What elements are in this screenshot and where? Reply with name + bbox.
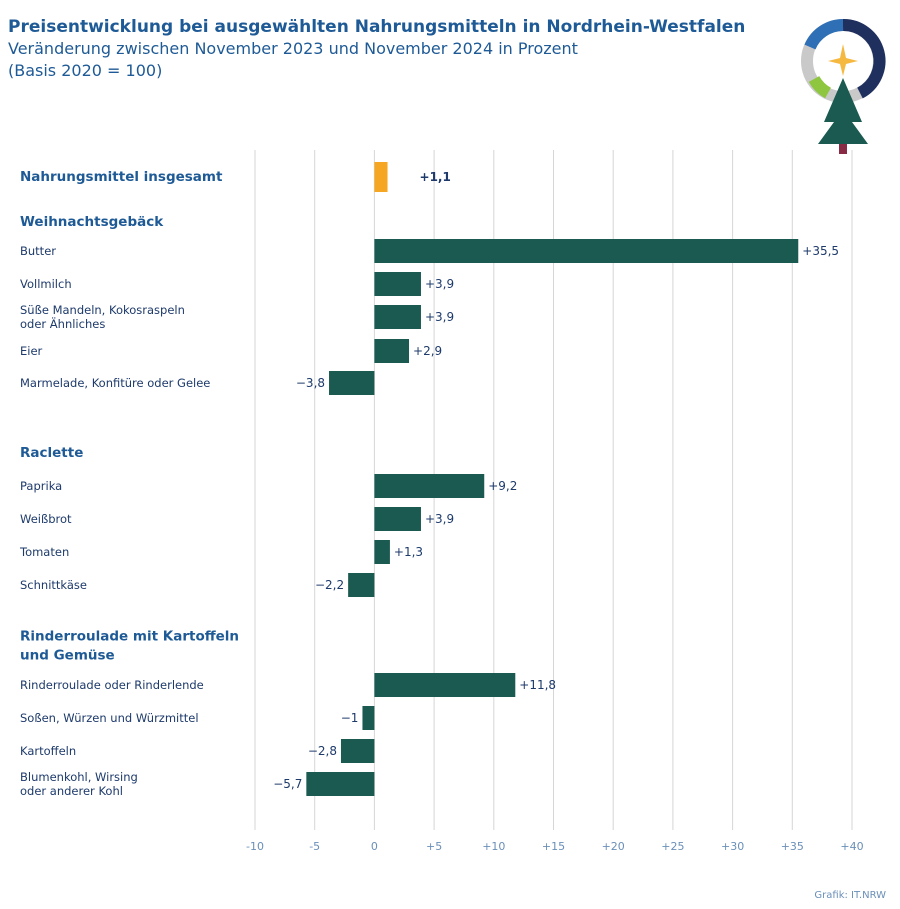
bar-chart: Nahrungsmittel insgesamt +1,1 Weihnachtsge…: [0, 140, 900, 870]
labels: Nahrungsmittel insgesamt +1,1 Weihnachtsge…: [19, 169, 839, 798]
category-label: Schnittkäse: [20, 578, 87, 592]
category-label: Eier: [20, 344, 43, 358]
x-tick-label: +10: [482, 840, 505, 853]
christmas-logo-icon: [798, 16, 888, 161]
bar: [374, 162, 388, 192]
bar: [340, 739, 375, 763]
category-label: Rinderroulade oder Rinderlende: [20, 678, 204, 692]
value-label: +3,9: [425, 277, 454, 291]
bar: [374, 272, 421, 296]
value-label: −2,2: [315, 578, 344, 592]
bar: [374, 339, 410, 363]
x-tick-label: +40: [840, 840, 863, 853]
bar: [374, 305, 421, 329]
value-label: −3,8: [296, 376, 325, 390]
group-heading: Raclette: [20, 445, 83, 461]
bar: [374, 507, 421, 531]
value-label: −5,7: [273, 777, 302, 791]
category-label: Weißbrot: [20, 512, 72, 526]
x-tick-label: -10: [246, 840, 264, 853]
credit-text: Grafik: IT.NRW: [814, 890, 886, 901]
x-tick-label: +20: [602, 840, 625, 853]
value-label: +2,9: [413, 344, 442, 358]
x-tick-label: +25: [661, 840, 684, 853]
category-label: oder anderer Kohl: [20, 784, 123, 798]
category-label: Kartoffeln: [20, 744, 76, 758]
bar: [374, 673, 516, 697]
value-label: +11,8: [519, 678, 556, 692]
category-label: Nahrungsmittel insgesamt: [20, 169, 223, 185]
bar: [362, 706, 375, 730]
value-label: +3,9: [425, 310, 454, 324]
category-label: Tomaten: [19, 545, 69, 559]
grid-lines: [254, 150, 853, 830]
x-tick-label: +5: [426, 840, 442, 853]
value-label: +1,1: [420, 170, 451, 184]
value-label: +35,5: [802, 244, 839, 258]
bar: [374, 540, 390, 564]
x-axis-ticks: -10 -5 0 +5 +10 +15 +20 +25 +30 +35 +40: [246, 840, 864, 853]
x-tick-label: +30: [721, 840, 744, 853]
chart-subtitle-line1: Veränderung zwischen November 2023 und N…: [8, 39, 578, 58]
group-heading: und Gemüse: [20, 648, 115, 664]
chart-title: Preisentwicklung bei ausgewählten Nahrun…: [8, 17, 746, 37]
x-tick-label: 0: [371, 840, 378, 853]
x-tick-label: +35: [781, 840, 804, 853]
category-label: Soßen, Würzen und Würzmittel: [20, 711, 199, 725]
category-label: oder Ähnliches: [20, 316, 105, 331]
x-tick-label: -5: [309, 840, 320, 853]
group-heading: Rinderroulade mit Kartoffeln: [20, 629, 239, 645]
category-label: Butter: [20, 244, 56, 258]
bar: [374, 239, 799, 263]
bars: [306, 162, 799, 796]
category-label: Paprika: [20, 479, 62, 493]
category-label: Vollmilch: [20, 277, 72, 291]
bar: [306, 772, 375, 796]
bar: [348, 573, 375, 597]
bar: [329, 371, 375, 395]
group-heading: Weihnachtsgebäck: [20, 214, 164, 230]
value-label: +9,2: [488, 479, 517, 493]
category-label: Marmelade, Konfitüre oder Gelee: [20, 376, 210, 390]
bar: [374, 474, 485, 498]
value-label: −2,8: [308, 744, 337, 758]
category-label: Süße Mandeln, Kokosraspeln: [20, 303, 185, 317]
category-label: Blumenkohl, Wirsing: [20, 770, 138, 784]
chart-header: Preisentwicklung bei ausgewählten Nahrun…: [8, 16, 745, 82]
x-tick-label: +15: [542, 840, 565, 853]
value-label: −1: [341, 711, 359, 725]
value-label: +1,3: [394, 545, 423, 559]
chart-subtitle-line2: (Basis 2020 = 100): [8, 61, 163, 80]
value-label: +3,9: [425, 512, 454, 526]
